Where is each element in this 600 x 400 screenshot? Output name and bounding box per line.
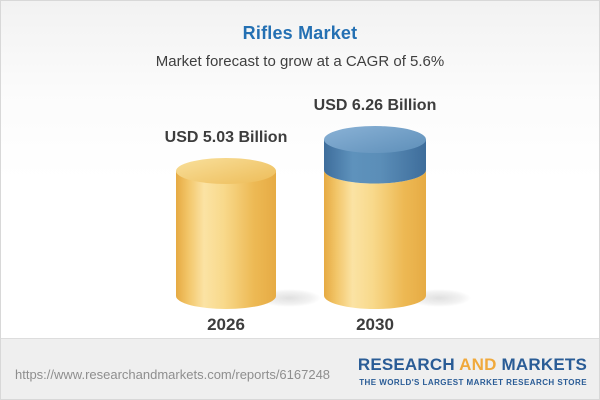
cylinder-2030 [324,126,426,309]
year-label-2030: 2030 [356,315,394,334]
logo-tagline: THE WORLD'S LARGEST MARKET RESEARCH STOR… [359,378,587,387]
report-url: https://www.researchandmarkets.com/repor… [15,366,331,382]
chart-subtitle: Market forecast to grow at a CAGR of 5.6… [155,53,445,70]
research-and-markets-logo: RESEARCH AND MARKETS THE WORLD'S LARGEST… [358,351,587,387]
cylinder-2026 [176,158,276,309]
cylinder-2030-gold-body [324,170,426,309]
cylinder-bar-chart [176,126,471,309]
logo-word-markets: MARKETS [501,355,587,374]
chart-title: Rifles Market [242,23,358,43]
footer: https://www.researchandmarkets.com/repor… [1,338,599,399]
chart-area: USD 5.03 Billion USD 6.26 Billion 2026 2… [1,1,599,341]
value-label-2030: USD 6.26 Billion [313,97,437,114]
logo-wordmark: RESEARCH AND MARKETS [358,355,587,375]
logo-word-research: RESEARCH [357,355,455,374]
logo-word-and: AND [459,355,497,374]
cylinder-2030-blue-cap-top [324,126,426,153]
chart-header: Rifles Market Market forecast to grow at… [1,1,599,70]
value-label-2026: USD 5.03 Billion [164,129,288,146]
year-label-2026: 2026 [207,315,245,334]
